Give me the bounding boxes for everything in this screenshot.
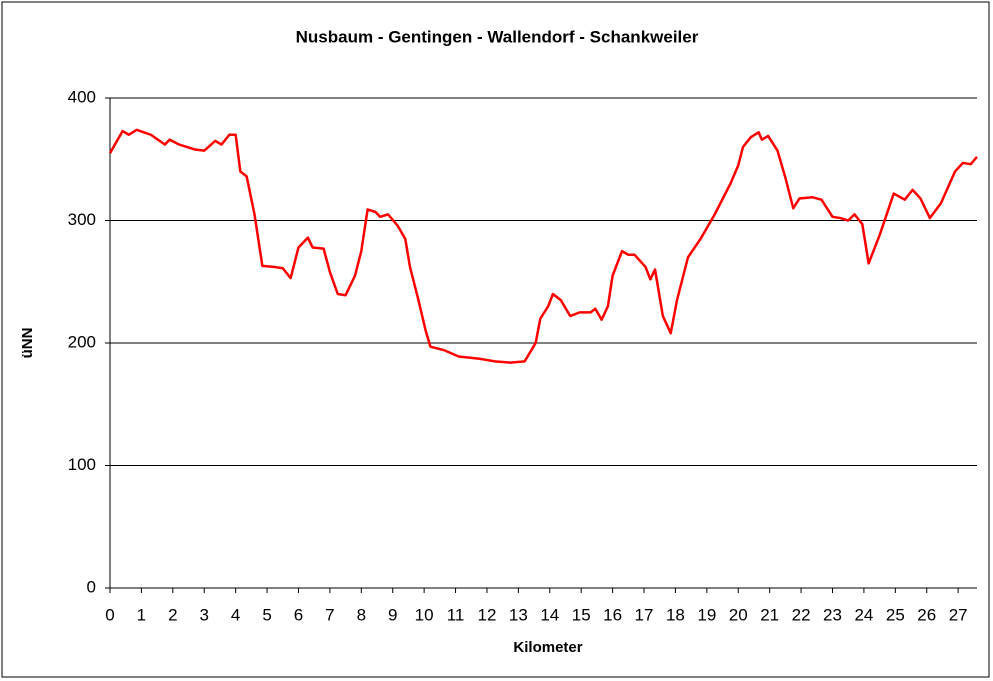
x-tick-label: 21: [760, 605, 779, 624]
x-tick-label: 12: [477, 605, 496, 624]
chart-title: Nusbaum - Gentingen - Wallendorf - Schan…: [296, 27, 699, 46]
x-tick-label: 4: [231, 605, 240, 624]
x-axis-label: Kilometer: [513, 639, 582, 656]
x-tick-label: 17: [635, 605, 654, 624]
x-tick-label: 5: [262, 605, 271, 624]
data-line: [108, 128, 978, 364]
y-tick-label: 200: [68, 332, 96, 351]
x-tick-label: 0: [105, 605, 114, 624]
x-tick-label: 2: [168, 605, 177, 624]
x-tick-label: 18: [666, 605, 685, 624]
y-tick-label: 0: [87, 577, 96, 596]
x-tick-label: 26: [917, 605, 936, 624]
x-tick-label: 20: [729, 605, 748, 624]
x-tick-label: 23: [823, 605, 842, 624]
y-tick-label: 100: [68, 455, 96, 474]
x-tick-label: 16: [603, 605, 622, 624]
x-tick-label: 3: [200, 605, 209, 624]
x-tick-label: 15: [572, 605, 591, 624]
y-tick-label: 400: [68, 87, 96, 106]
x-tick-label: 6: [294, 605, 303, 624]
x-tick-label: 10: [415, 605, 434, 624]
x-tick-label: 14: [540, 605, 559, 624]
y-axis-label: üNN: [19, 328, 36, 359]
x-tick-label: 25: [886, 605, 905, 624]
x-tick-label: 22: [792, 605, 811, 624]
x-tick-label: 8: [357, 605, 366, 624]
x-tick-label: 13: [509, 605, 528, 624]
x-tick-label: 27: [949, 605, 968, 624]
x-tick-label: 11: [447, 605, 465, 624]
x-tick-label: 1: [137, 605, 146, 624]
y-tick-label: 300: [68, 210, 96, 229]
x-tick-label: 9: [388, 605, 397, 624]
x-tick-label: 7: [325, 605, 334, 624]
x-tick-label: 19: [697, 605, 716, 624]
x-tick-label: 24: [854, 605, 873, 624]
